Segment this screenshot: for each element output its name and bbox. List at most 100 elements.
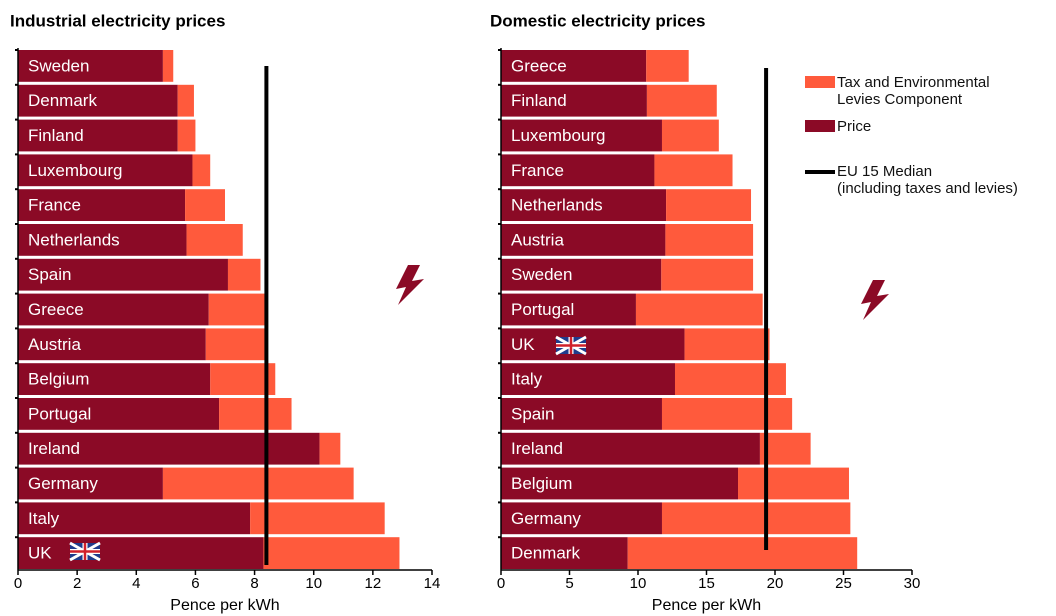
category-label: Netherlands	[28, 230, 120, 249]
category-label: Belgium	[511, 474, 572, 493]
category-label: Luxembourg	[511, 126, 606, 145]
bar-segment	[501, 119, 662, 152]
chart-title: Domestic electricity prices	[490, 11, 705, 30]
category-label: Finland	[28, 126, 84, 145]
category-label: Spain	[28, 265, 71, 284]
bar-segment	[186, 224, 243, 256]
bar-segment	[177, 84, 194, 117]
bar-segment	[18, 293, 209, 326]
bar-segment	[18, 224, 187, 256]
bar-segment	[635, 293, 763, 326]
category-label: Italy	[28, 509, 60, 528]
lightning-icon	[861, 280, 889, 320]
bar-segment	[18, 50, 163, 82]
bar-segment	[501, 467, 739, 500]
bar-segment	[661, 258, 754, 291]
chart-title: Industrial electricity prices	[10, 11, 225, 30]
category-label: Greece	[511, 56, 567, 75]
x-tick-label: 4	[132, 575, 140, 592]
x-axis-label: Pence per kWh	[652, 597, 761, 614]
bar-segment	[661, 398, 793, 430]
category-label: France	[28, 196, 81, 215]
category-label: Sweden	[511, 265, 572, 284]
x-tick-label: 0	[14, 575, 22, 592]
category-label: Denmark	[28, 91, 97, 110]
x-tick-label: 20	[767, 575, 784, 592]
bar-segment	[501, 363, 675, 395]
bar-segment	[661, 119, 719, 152]
bar-segment	[674, 363, 786, 395]
uk-flag	[70, 543, 100, 560]
bar-segment	[18, 398, 220, 430]
legend-label: Tax and Environmental Levies Component	[837, 74, 990, 108]
x-tick-label: 25	[835, 575, 852, 592]
bar-segment	[162, 50, 174, 82]
category-label: Sweden	[28, 56, 89, 75]
legend-label: Price	[837, 118, 872, 135]
x-tick-label: 12	[365, 575, 382, 592]
bar-segment	[661, 502, 851, 535]
x-tick-label: 10	[630, 575, 647, 592]
lightning-icon	[396, 265, 424, 305]
legend-swatch	[805, 76, 835, 88]
category-label: Germany	[28, 474, 98, 493]
bar-segment	[208, 293, 265, 326]
bar-segment	[18, 328, 206, 361]
x-tick-label: 2	[73, 575, 81, 592]
category-label: Austria	[28, 335, 81, 354]
bar-segment	[219, 398, 292, 430]
bar-segment	[18, 363, 211, 395]
bar-segment	[738, 467, 849, 500]
category-label: Belgium	[28, 370, 89, 389]
bar-segment	[162, 467, 354, 500]
bar-segment	[18, 258, 228, 291]
legend-swatch	[805, 120, 835, 132]
bar-segment	[501, 50, 647, 82]
bar-segment	[18, 119, 178, 152]
category-label: UK	[28, 544, 52, 563]
category-label: France	[511, 161, 564, 180]
category-label: Greece	[28, 300, 84, 319]
bar-segment	[501, 189, 667, 221]
bar-segment	[18, 84, 178, 117]
bar-segment	[319, 432, 341, 465]
x-tick-label: 6	[191, 575, 199, 592]
bar-segment	[18, 432, 320, 465]
category-label: Luxembourg	[28, 161, 123, 180]
bar-segment	[501, 398, 662, 430]
category-label: Spain	[511, 404, 554, 423]
legend-label: EU 15 Median (including taxes and levies…	[837, 163, 1018, 197]
bar-segment	[18, 537, 264, 569]
bar-segment	[501, 432, 760, 465]
category-label: Portugal	[511, 300, 574, 319]
uk-flag	[556, 337, 586, 354]
bar-segment	[18, 154, 193, 187]
category-label: Ireland	[28, 439, 80, 458]
bar-segment	[501, 502, 662, 535]
x-tick-label: 30	[904, 575, 921, 592]
x-tick-label: 10	[305, 575, 322, 592]
x-axis-label: Pence per kWh	[170, 597, 279, 614]
bar-segment	[205, 328, 265, 361]
bar-segment	[501, 154, 655, 187]
category-label: Portugal	[28, 404, 91, 423]
bar-segment	[684, 328, 770, 361]
category-label: Netherlands	[511, 196, 603, 215]
x-tick-label: 15	[698, 575, 715, 592]
bar-segment	[501, 328, 685, 361]
category-label: UK	[511, 335, 535, 354]
bar-segment	[18, 467, 163, 500]
bar-segment	[192, 154, 211, 187]
category-label: Germany	[511, 509, 581, 528]
bar-segment	[646, 84, 717, 117]
bar-segment	[501, 258, 662, 291]
bar-segment	[263, 537, 400, 569]
bar-segment	[18, 502, 251, 535]
bar-segment	[227, 258, 261, 291]
bar-segment	[501, 293, 636, 326]
x-tick-label: 5	[565, 575, 573, 592]
legend-swatch	[805, 170, 835, 174]
bar-segment	[759, 432, 811, 465]
